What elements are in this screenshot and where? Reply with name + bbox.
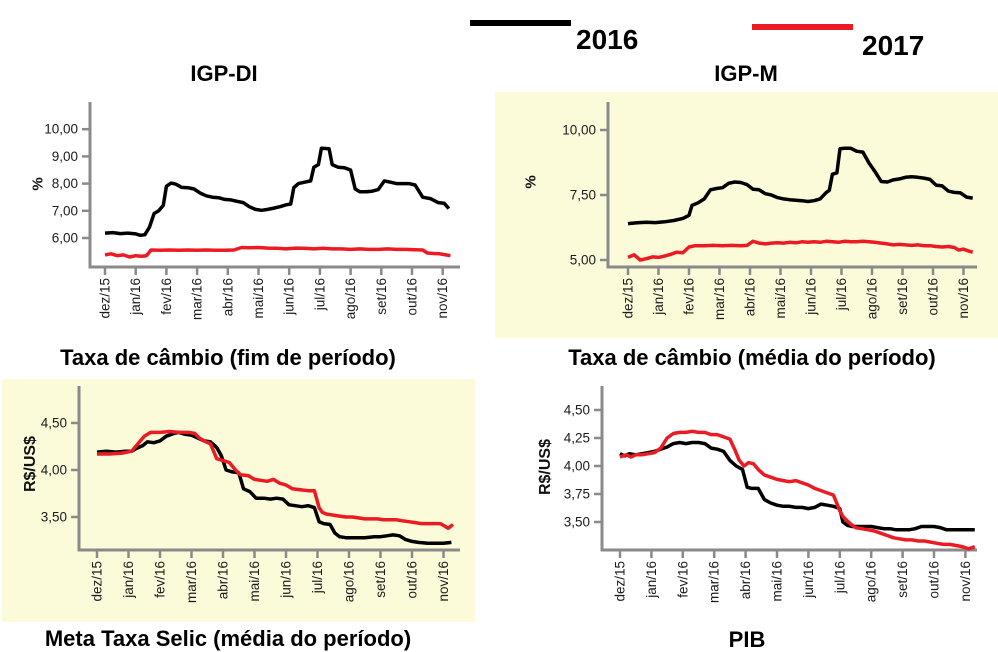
series-line-2016 <box>619 440 975 532</box>
x-tick-label: mai/16 <box>247 561 262 602</box>
x-tick-label: fev/16 <box>159 278 174 315</box>
x-tick-label: set/16 <box>895 278 910 315</box>
legend-2017-label: 2017 <box>862 30 925 61</box>
y-tick-label: 7,00 <box>52 203 78 218</box>
series-line-2016 <box>627 146 973 226</box>
legend-2017-line-swatch <box>752 24 853 30</box>
axis-lines <box>600 386 977 552</box>
legend-2016-line-swatch <box>470 20 571 26</box>
chart-media: 3,50 3,75 4,00 4,25 4,50 dez/15 jan/16 fev/16 ma… <box>564 386 977 603</box>
y-tick-label: 5,00 <box>570 253 596 268</box>
x-tick-label: jan/16 <box>128 278 143 316</box>
x-tick-label: jul/16 <box>310 561 325 594</box>
next-row-title-pib-partial: PIB <box>728 627 766 652</box>
y-tick-label: 6,00 <box>52 231 78 246</box>
x-tick-label: dez/15 <box>613 561 628 602</box>
x-tick-label: out/16 <box>927 561 942 599</box>
axis-lines <box>88 102 460 269</box>
x-tick-label: mai/16 <box>770 561 785 602</box>
chart-title-cambio-fim: Taxa de câmbio (fim de período) <box>60 345 396 370</box>
x-tick-label: mar/16 <box>707 561 722 603</box>
chart-fim: 3,50 4,00 4,50 dez/15 jan/16 fev/16 mar/16 abr/… <box>41 386 460 603</box>
x-tick-label: mar/16 <box>712 278 727 320</box>
x-tick-label: ago/16 <box>343 278 358 319</box>
chart-igpm: 5,00 7,50 10,00 dez/15 jan/16 fev/16 mar/16 abr… <box>562 102 977 320</box>
y-tick-label: 3,75 <box>564 487 590 502</box>
x-tick-label: fev/16 <box>153 561 168 598</box>
y-tick-label: 4,50 <box>564 403 590 418</box>
series-line-2017 <box>627 239 974 262</box>
x-tick-label: out/16 <box>926 278 941 316</box>
x-tick-label: jan/16 <box>121 561 136 599</box>
x-tick-label: nov/16 <box>436 561 451 602</box>
x-tick-label: abr/16 <box>738 561 753 599</box>
x-tick-label: out/16 <box>405 561 420 599</box>
charts-plot-surface: 6,00 7,00 8,00 9,00 10,00 dez/15 jan/16 fev/16 m… <box>41 102 977 603</box>
x-tick-label: set/16 <box>374 278 389 315</box>
x-tick-label: nov/16 <box>435 278 450 319</box>
chart-title-cambio-media: Taxa de câmbio (média do período) <box>568 345 936 370</box>
x-tick-label: jul/16 <box>832 561 847 594</box>
x-tick-label: out/16 <box>405 278 420 316</box>
x-tick-label: fev/16 <box>675 561 690 598</box>
x-tick-label: jun/16 <box>279 561 294 599</box>
series-line-2016 <box>96 430 452 546</box>
y-tick-label: 4,25 <box>564 431 590 446</box>
x-tick-label: fev/16 <box>682 278 697 315</box>
y-tick-label: 9,00 <box>52 149 78 164</box>
legend-2016-label: 2016 <box>576 24 639 55</box>
series-line-2017 <box>104 245 451 259</box>
x-tick-label: jan/16 <box>651 278 666 316</box>
x-tick-label: nov/16 <box>956 278 971 319</box>
legend: 2016 2017 <box>0 0 998 60</box>
x-tick-label: set/16 <box>373 561 388 598</box>
x-tick-label: ago/16 <box>342 561 357 602</box>
x-tick-label: mar/16 <box>190 278 205 320</box>
x-tick-label: abr/16 <box>220 278 235 316</box>
next-row-title-selic-partial: Meta Taxa Selic (média do período) <box>44 626 412 651</box>
x-tick-label: jul/16 <box>312 278 327 311</box>
x-tick-label: mai/16 <box>251 278 266 319</box>
x-tick-label: mai/16 <box>773 278 788 319</box>
x-tick-label: mar/16 <box>184 561 199 603</box>
y-tick-label: 3,50 <box>41 510 67 525</box>
x-tick-label: ago/16 <box>865 278 880 319</box>
series-line-2017 <box>97 429 455 531</box>
x-tick-label: jun/16 <box>282 278 297 316</box>
x-tick-label: dez/15 <box>90 561 105 602</box>
chart-igpdi: 6,00 7,00 8,00 9,00 10,00 dez/15 jan/16 fev/16 m… <box>44 102 460 320</box>
x-tick-label: jul/16 <box>834 278 849 311</box>
y-tick-label: 4,00 <box>41 463 67 478</box>
x-tick-label: jan/16 <box>644 561 659 599</box>
chart-title-igpdi: IGP-DI <box>190 61 258 86</box>
x-tick-label: dez/15 <box>98 278 113 319</box>
x-tick-label: jun/16 <box>801 561 816 599</box>
y-tick-label: 4,50 <box>41 416 67 431</box>
series-line-2016 <box>104 146 451 238</box>
y-tick-label: 8,00 <box>52 176 78 191</box>
y-tick-label: 7,50 <box>570 188 596 203</box>
x-tick-label: jun/16 <box>804 278 819 316</box>
fim-panel-background <box>2 379 475 622</box>
axis-lines <box>77 386 460 552</box>
series-line-2017 <box>619 429 976 551</box>
chart-title-igpm: IGP-M <box>714 61 778 86</box>
x-tick-label: abr/16 <box>216 561 231 599</box>
x-tick-label: abr/16 <box>743 278 758 316</box>
y-tick-label: 10,00 <box>562 123 596 138</box>
x-tick-label: nov/16 <box>958 561 973 602</box>
x-tick-label: dez/15 <box>621 278 636 319</box>
axis-lines <box>606 102 977 269</box>
x-tick-label: ago/16 <box>864 561 879 602</box>
y-tick-label: 4,00 <box>564 459 590 474</box>
x-tick-label: set/16 <box>895 561 910 598</box>
igpm-panel-background <box>495 92 998 338</box>
y-tick-label: 3,50 <box>564 515 590 530</box>
y-tick-label: 10,00 <box>44 122 78 137</box>
